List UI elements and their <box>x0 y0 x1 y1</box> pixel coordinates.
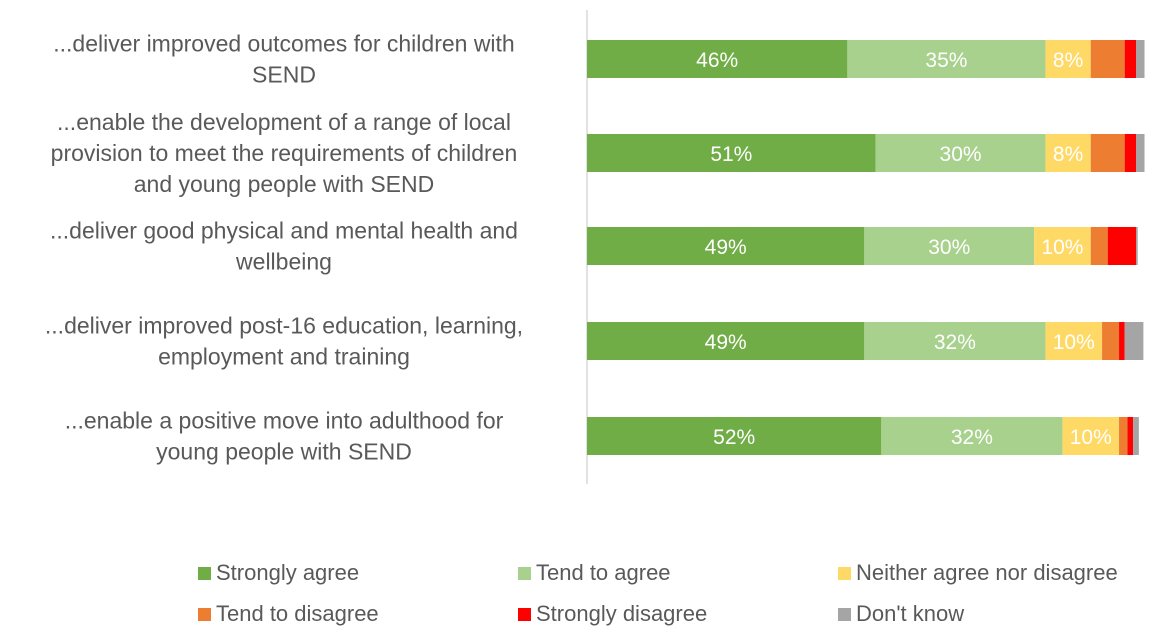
category-label: ...deliver improved post-16 education, l… <box>45 313 523 370</box>
bar-series <box>587 40 1145 455</box>
bar-segment <box>1136 227 1138 265</box>
bar-segment <box>1034 227 1091 265</box>
data-label: 46% <box>696 49 738 72</box>
data-label: 30% <box>928 236 970 259</box>
bar-segment <box>1119 417 1128 455</box>
bar-segment <box>587 322 865 360</box>
category-labels: ...deliver improved outcomes for childre… <box>45 31 523 465</box>
category-label: ...enable the development of a range of … <box>51 109 518 197</box>
bar-segment <box>587 417 882 455</box>
data-label: 32% <box>951 426 993 449</box>
bar-segment <box>1045 40 1091 78</box>
bar-segment <box>1124 322 1144 360</box>
bar-segment <box>1102 322 1120 360</box>
bar-segment <box>1124 40 1137 78</box>
bar-segment <box>1090 227 1108 265</box>
category-label: ...deliver good physical and mental heal… <box>50 218 518 275</box>
data-label: 49% <box>705 236 747 259</box>
data-label: 49% <box>705 331 747 354</box>
data-label: 8% <box>1053 143 1083 166</box>
bar-segment <box>1107 227 1137 265</box>
bar-segment <box>1136 134 1145 172</box>
data-label: 51% <box>710 143 752 166</box>
bar-segment <box>847 40 1046 78</box>
bar-segment <box>881 417 1063 455</box>
bar-segment <box>1133 417 1139 455</box>
data-label: 35% <box>925 49 967 72</box>
bar-segment <box>875 134 1046 172</box>
bar-segment <box>587 227 865 265</box>
bar-segment <box>1090 134 1125 172</box>
data-label: 10% <box>1053 331 1095 354</box>
category-label: ...deliver improved outcomes for childre… <box>53 31 514 88</box>
bar-segment <box>1062 417 1120 455</box>
bar-segment <box>587 40 848 78</box>
data-label: 10% <box>1070 426 1112 449</box>
bar-segment <box>864 322 1046 360</box>
data-label: 32% <box>934 331 976 354</box>
bar-segment <box>1136 40 1145 78</box>
bar-segment <box>1124 134 1137 172</box>
bar-segment <box>587 134 876 172</box>
bar-segment <box>1090 40 1125 78</box>
bar-segment <box>1045 322 1103 360</box>
data-label: 52% <box>713 426 755 449</box>
bar-segment <box>1119 322 1125 360</box>
data-label: 10% <box>1041 236 1083 259</box>
bar-segment <box>1127 417 1134 455</box>
bar-segment <box>1045 134 1091 172</box>
data-labels: 46% 35% 8% 51% 30% 8% 49% 30% 10% 49% 32% 10% 52% 32%… <box>696 49 1112 449</box>
data-label: 8% <box>1053 49 1083 72</box>
bar-segment <box>864 227 1035 265</box>
category-label: ...enable a positive move into adulthood… <box>65 408 504 465</box>
data-label: 30% <box>940 143 982 166</box>
